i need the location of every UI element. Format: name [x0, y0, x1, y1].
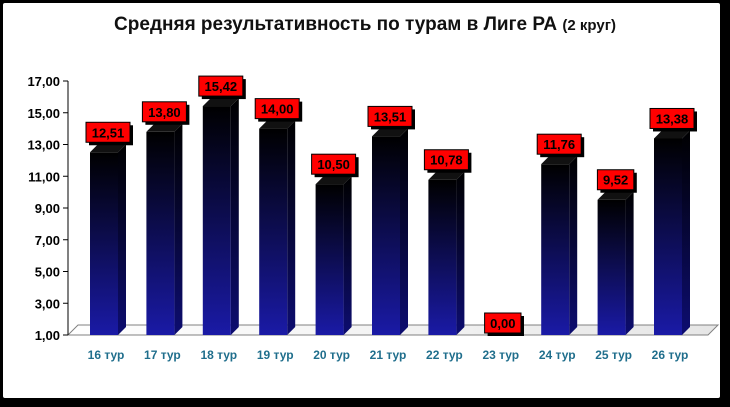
bar-side	[400, 128, 408, 335]
bar-group: 14,00	[254, 98, 303, 335]
bar	[90, 152, 118, 335]
bar	[541, 164, 570, 335]
bar-group: 9,52	[596, 169, 637, 335]
data-label-box	[367, 105, 413, 127]
bars: 12,51 13,80 15,42 14,00 10,50 13,51 10,78 0,00 1…	[85, 75, 697, 336]
x-category-label: 18 тур	[200, 348, 237, 362]
data-label: 13,80	[148, 105, 181, 120]
x-category-label: 25 тур	[595, 348, 632, 362]
data-label: 10,78	[430, 153, 463, 168]
bar	[315, 184, 344, 335]
data-label-box	[536, 133, 582, 155]
y-tick-label: 17,00	[27, 74, 60, 89]
bar-group: 13,51	[367, 105, 415, 335]
bar-side	[230, 98, 239, 336]
data-label: 12,51	[92, 125, 125, 140]
bar	[654, 138, 682, 335]
y-axis: 1,00 3,00 5,00 7,00 9,00 11,00 13,00 15,00 17,00	[27, 74, 69, 343]
data-label-box	[423, 149, 469, 171]
x-category-label: 23 тур	[482, 348, 519, 362]
data-label: 9,52	[603, 173, 628, 188]
bar-group: 15,42	[198, 75, 246, 336]
x-category-label: 16 тур	[88, 348, 125, 362]
bar-top	[597, 191, 634, 200]
bar-top	[372, 128, 408, 137]
bar-group: 0,00	[484, 312, 524, 336]
data-label: 11,76	[543, 137, 575, 152]
data-label-box	[254, 98, 300, 120]
data-label-box	[311, 153, 357, 175]
y-tick-label: 5,00	[35, 265, 60, 280]
bar	[372, 136, 400, 335]
data-label: 13,51	[374, 109, 407, 124]
bar-top	[90, 144, 126, 153]
data-label-box	[596, 169, 635, 191]
x-axis-labels: 16 тур 17 тур 18 тур 19 тур 20 тур 21 тур 22 т…	[88, 348, 689, 362]
y-tick-label: 3,00	[35, 296, 60, 311]
bar-side	[625, 191, 634, 335]
x-category-label: 24 тур	[539, 348, 576, 362]
bar-side	[569, 156, 578, 335]
bar-group: 12,51	[85, 121, 133, 335]
bar-top	[541, 156, 578, 165]
data-label-box	[484, 312, 522, 334]
chart-title-block: Средняя результативность по турам в Лиге…	[0, 14, 730, 36]
x-category-label: 21 тур	[370, 348, 407, 362]
bar-group: 10,50	[311, 153, 359, 335]
bar-side	[456, 171, 465, 335]
y-tick-label: 1,00	[35, 328, 60, 343]
bar-side	[682, 130, 690, 335]
bar-top	[202, 98, 239, 107]
x-category-label: 26 тур	[652, 348, 689, 362]
bar	[146, 131, 175, 335]
bar-side	[174, 123, 183, 335]
data-label: 0,00	[490, 316, 515, 331]
data-label-box	[85, 121, 131, 143]
data-label-box	[649, 107, 695, 129]
data-label: 10,50	[317, 157, 350, 172]
bar-side	[287, 120, 296, 335]
data-label-box	[141, 101, 187, 123]
data-label: 14,00	[261, 102, 294, 117]
bar	[259, 128, 288, 335]
bar-side	[343, 176, 352, 335]
bar-side	[118, 144, 126, 335]
bar-top	[428, 171, 465, 180]
chart-subtitle: (2 круг)	[562, 17, 616, 34]
bar	[597, 199, 626, 335]
bar-group: 13,80	[141, 101, 190, 335]
x-category-label: 17 тур	[144, 348, 181, 362]
bar-top	[315, 176, 352, 185]
x-category-label: 20 тур	[313, 348, 350, 362]
bar	[202, 106, 231, 336]
chart-title: Средняя результативность по турам в Лиге…	[114, 14, 558, 35]
y-tick-label: 7,00	[35, 233, 60, 248]
bar-top	[654, 130, 690, 139]
bar-group: 10,78	[423, 149, 472, 335]
y-tick-label: 15,00	[27, 106, 60, 121]
bar-group: 11,76	[536, 133, 585, 335]
y-tick-label: 11,00	[28, 169, 60, 184]
bar-top	[146, 123, 183, 132]
y-tick-label: 13,00	[27, 138, 60, 153]
bar-top	[259, 120, 296, 129]
data-label: 13,38	[656, 111, 689, 126]
y-tick-label: 9,00	[35, 201, 60, 216]
x-category-label: 22 тур	[426, 348, 463, 362]
data-label-box	[198, 75, 244, 97]
bar	[428, 179, 457, 335]
data-label: 15,42	[205, 79, 238, 94]
bar-group: 13,38	[649, 107, 697, 335]
x-category-label: 19 тур	[257, 348, 294, 362]
